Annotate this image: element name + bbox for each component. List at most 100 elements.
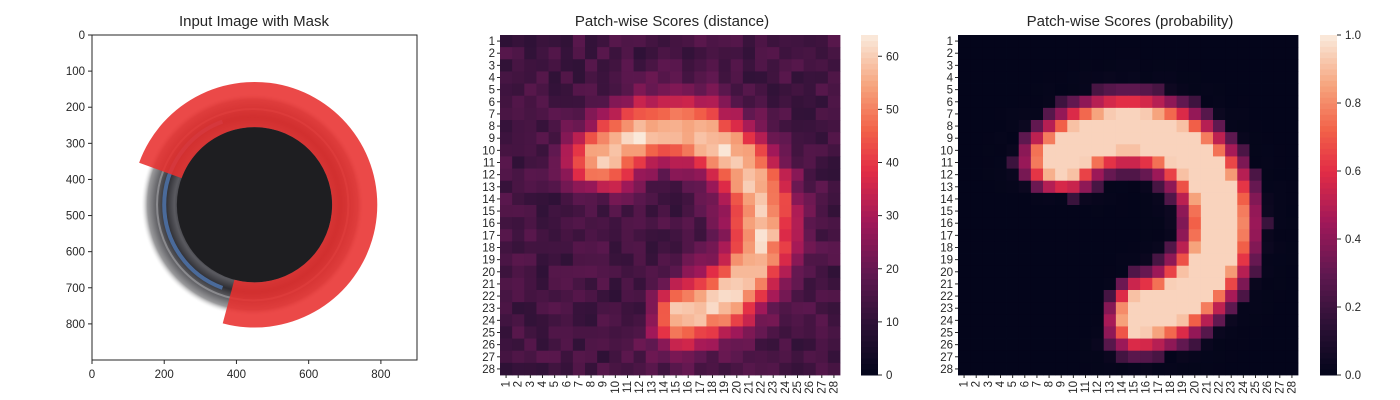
heatmap-cell (827, 326, 841, 339)
x-tick-label: 27 (816, 381, 828, 394)
heatmap-cell (1152, 338, 1165, 352)
y-tick-label: 27 (482, 352, 495, 364)
heatmap-cell (815, 314, 829, 327)
heatmap-cell (657, 107, 671, 121)
heatmap-cell (597, 241, 610, 254)
heatmap-cell (1030, 350, 1044, 364)
heatmap-cell (1273, 229, 1287, 242)
heatmap-cell (994, 47, 1007, 60)
heatmap-cell (755, 217, 768, 230)
colorbar-segment (1320, 86, 1337, 93)
heatmap-cell (1188, 180, 1202, 194)
heatmap-cell (1079, 253, 1092, 267)
y-tick-label: 19 (940, 255, 953, 267)
heatmap-cell (1188, 120, 1202, 133)
heatmap-cell (1079, 156, 1092, 169)
heatmap-cell (1006, 192, 1020, 206)
heatmap-cell (560, 132, 574, 145)
heatmap-cell (1067, 217, 1080, 230)
heatmap-cell (560, 35, 574, 48)
heatmap-cell (730, 47, 744, 60)
heatmap-cell (730, 168, 744, 182)
heatmap-cell (1140, 59, 1153, 72)
heatmap-cell (572, 180, 586, 194)
heatmap-cell (994, 59, 1007, 72)
colorbar-segment (861, 52, 878, 59)
heatmap-cell (609, 229, 622, 242)
y-tick-label: 9 (489, 133, 495, 145)
heatmap-cell (548, 350, 562, 364)
heatmap-cell (1188, 265, 1202, 279)
heatmap-cell (706, 229, 719, 242)
heatmap-cell (1115, 241, 1129, 254)
heatmap-cell (1018, 47, 1032, 60)
heatmap-cell (645, 95, 659, 109)
heatmap-cell (682, 83, 695, 97)
heatmap-cell (1067, 314, 1080, 327)
heatmap-cell (609, 71, 622, 84)
heatmap-cell (548, 95, 562, 109)
heatmap-cell (706, 350, 719, 364)
heatmap-cell (815, 168, 829, 182)
heatmap-cell (958, 229, 971, 242)
heatmap-cell (1188, 59, 1202, 72)
heatmap-cell (1128, 132, 1141, 145)
heatmap-cell (572, 144, 586, 157)
heatmap-cell (512, 362, 525, 376)
heatmap-cell (767, 205, 780, 218)
heatmap-cell (500, 362, 513, 376)
heatmap-cell (994, 35, 1007, 48)
heatmap-cell (1115, 326, 1129, 339)
y-tick-label: 7 (947, 109, 953, 121)
heatmap-cell (958, 350, 971, 364)
heatmap-cell (609, 362, 622, 376)
heatmap-cell (767, 132, 780, 145)
heatmap-cell (730, 95, 744, 109)
y-tick-label: 15 (940, 206, 953, 218)
heatmap-cell (1030, 362, 1044, 376)
heatmap-cell (1055, 277, 1068, 291)
x-tick-label: 23 (1226, 381, 1238, 394)
heatmap-cell (536, 144, 549, 157)
heatmap-cell (803, 362, 817, 376)
heatmap-cell (1067, 107, 1080, 121)
heatmap-cell (621, 253, 634, 267)
panel3-title: Patch-wise Scores (probability) (1027, 13, 1234, 30)
heatmap-cell (982, 277, 995, 291)
heatmap-cell (1237, 144, 1250, 157)
heatmap-cell (958, 277, 971, 291)
heatmap-cell (994, 192, 1007, 206)
heatmap-cell (645, 107, 659, 121)
heatmap-cell (1200, 59, 1214, 72)
colorbar-segment (861, 86, 878, 93)
heatmap-cell (958, 156, 971, 169)
colorbar-segment (861, 40, 878, 47)
heatmap-cell (597, 83, 610, 97)
heatmap-cell (1128, 290, 1141, 303)
heatmap-cell (815, 265, 829, 279)
heatmap-cell (982, 205, 995, 218)
heatmap-cell (779, 144, 792, 157)
heatmap-cell (706, 302, 719, 315)
heatmap-cell (694, 156, 707, 169)
heatmap-cell (970, 326, 983, 339)
heatmap-cell (1103, 217, 1117, 230)
heatmap-cell (1043, 253, 1056, 267)
heatmap-cell (609, 217, 622, 230)
heatmap-cell (767, 302, 780, 315)
heatmap-cell (994, 314, 1007, 327)
colorbar-segment (1320, 352, 1337, 359)
heatmap-cell (730, 144, 744, 157)
heatmap-cell (970, 229, 983, 242)
y-tick-label: 700 (66, 283, 85, 295)
heatmap-cell (1030, 290, 1044, 303)
heatmap-cell (767, 120, 780, 133)
heatmap-cell (633, 71, 647, 84)
heatmap-cell (1261, 338, 1275, 352)
heatmap-cell (633, 326, 647, 339)
heatmap-cell (500, 350, 513, 364)
colorbar-segment (1320, 335, 1337, 342)
heatmap-cell (767, 338, 780, 352)
distance-heatmap-panel: Patch-wise Scores (distance) 1 2 3 4 5 6 7 8 9 10… (482, 13, 899, 394)
heatmap-cell (1018, 241, 1032, 254)
